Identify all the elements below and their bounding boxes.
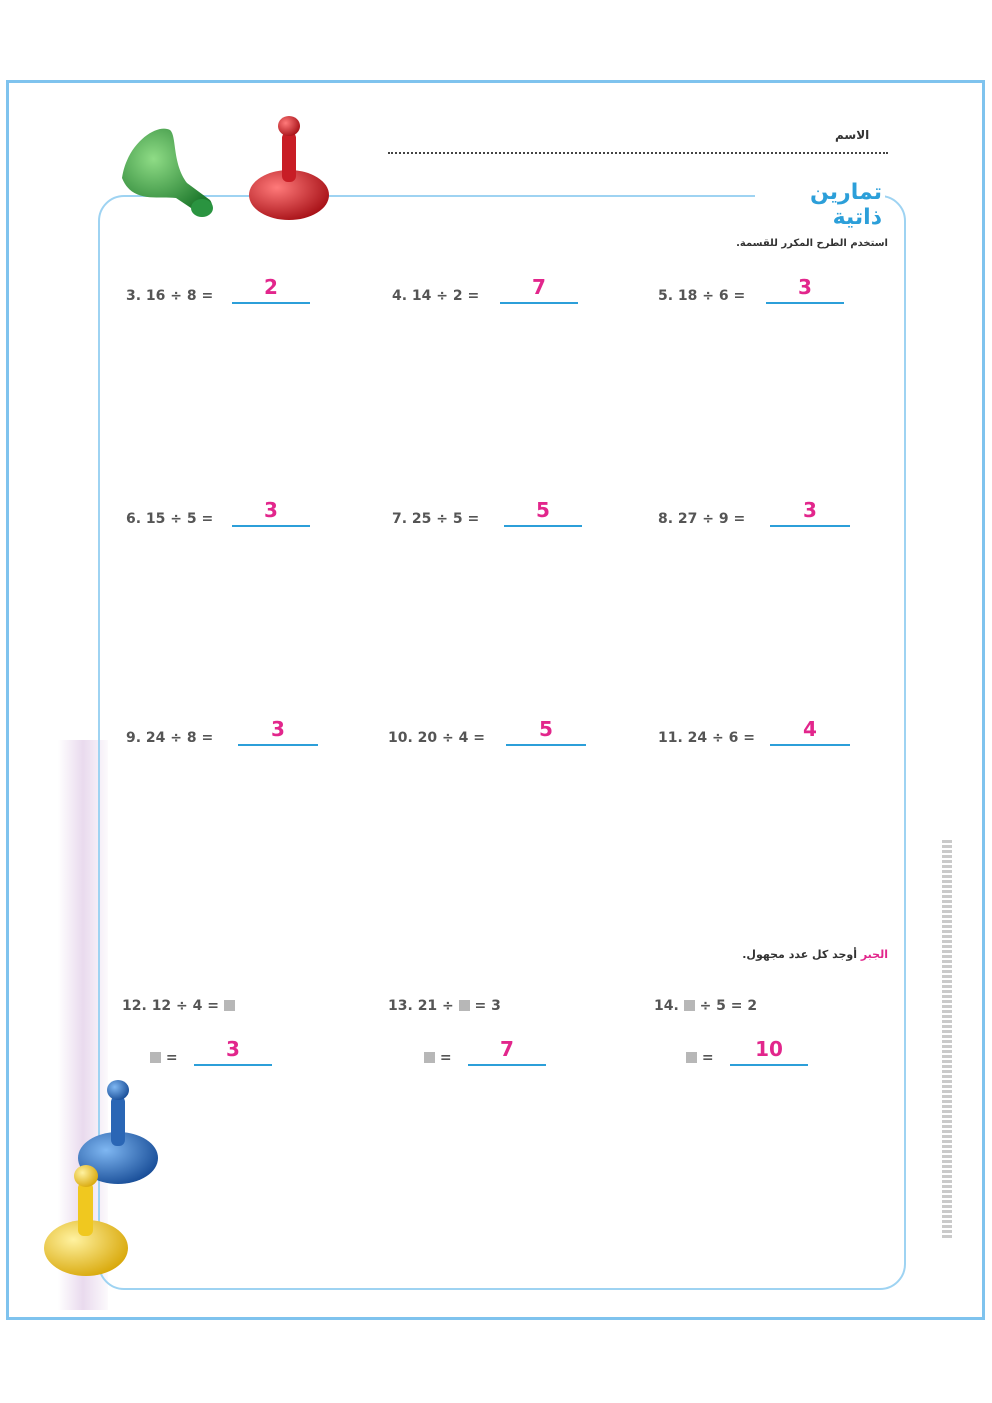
answer-field[interactable]: 3 [766,275,844,304]
answer-field[interactable]: 4 [770,717,850,746]
page-title: تمارين ذاتية [810,180,882,230]
answer-value: 10 [755,1037,783,1061]
problem-5: 5. 18 ÷ 6 = 3 [658,275,848,304]
algebra-instruction-text: أوجد كل عدد مجهول. [742,948,857,961]
problem-expression: 4. 14 ÷ 2 = [392,288,480,304]
yellow-game-piece-icon [44,1165,128,1276]
answer-field[interactable]: 7 [468,1037,546,1066]
problem-7: 7. 25 ÷ 5 = 5 [392,498,586,527]
problem-expression: 7. 25 ÷ 5 = [392,511,480,527]
answer-field[interactable]: 5 [506,717,586,746]
equals-sign: = [439,1050,452,1066]
name-label: الاسم [835,128,870,142]
equals-sign: = [701,1050,714,1066]
problem-14: 14. ÷ 5 = 2 [654,990,814,1014]
problem-4: 4. 14 ÷ 2 = 7 [392,275,582,304]
problem-number: 12. [122,998,147,1014]
answer-value: 7 [532,275,546,299]
problem-expression: 5. 18 ÷ 6 = [658,288,746,304]
unknown-box-icon [150,1052,161,1063]
problem-13: 13. 21 ÷ = 3 [388,990,548,1014]
answer-value: 4 [803,717,817,741]
problem-14-answer-row: = 10 [686,1037,816,1066]
problem-expression: 12 ÷ 4 = [151,998,219,1014]
problem-13-answer-row: = 7 [424,1037,554,1066]
answer-value: 3 [264,498,278,522]
green-game-piece-icon [122,128,213,217]
problem-8: 8. 27 ÷ 9 = 3 [658,498,852,527]
equals-sign: = [165,1050,178,1066]
answer-value: 3 [798,275,812,299]
unknown-box-icon [683,1000,695,1011]
name-field-line[interactable] [388,152,888,154]
instruction-text: استخدم الطرح المكرر للقسمة. [736,238,888,249]
problem-11: 11. 24 ÷ 6 = 4 [658,717,852,746]
red-game-piece-icon [249,116,329,220]
page-frame [6,80,985,1320]
algebra-instruction: الجبر أوجد كل عدد مجهول. [620,948,888,961]
problem-expression: 11. 24 ÷ 6 = [658,730,755,746]
problem-expression-rest: ÷ 5 = 2 [699,998,758,1014]
answer-value: 3 [803,498,817,522]
unknown-box-icon [458,1000,470,1011]
problem-12-answer-row: = 3 [150,1037,280,1066]
answer-field[interactable]: 3 [770,498,850,527]
problem-expression-rest: = 3 [474,998,501,1014]
problem-6: 6. 15 ÷ 5 = 3 [126,498,316,527]
algebra-tag: الجبر [860,948,888,961]
answer-field[interactable]: 2 [232,275,310,304]
answer-field[interactable]: 3 [238,717,318,746]
problem-expression: 9. 24 ÷ 8 = [126,730,214,746]
problem-number: 13. [388,998,413,1014]
problem-expression: 21 ÷ [417,998,454,1014]
problem-expression: 6. 15 ÷ 5 = [126,511,214,527]
problem-expression: 10. 20 ÷ 4 = [388,730,485,746]
answer-value: 7 [500,1037,514,1061]
side-credit-text [942,840,952,1240]
unknown-box-icon [424,1052,435,1063]
answer-field[interactable]: 5 [504,498,582,527]
unknown-box-icon [686,1052,697,1063]
problem-10: 10. 20 ÷ 4 = 5 [388,717,588,746]
answer-field[interactable]: 3 [232,498,310,527]
answer-field[interactable]: 10 [730,1037,808,1066]
answer-value: 5 [539,717,553,741]
problem-expression: 3. 16 ÷ 8 = [126,288,214,304]
unknown-box-icon [223,1000,235,1011]
exercise-frame [98,195,906,1290]
answer-value: 5 [536,498,550,522]
problem-number: 14. [654,998,679,1014]
problem-12: 12. 12 ÷ 4 = [122,990,282,1014]
answer-field[interactable]: 3 [194,1037,272,1066]
answer-value: 3 [226,1037,240,1061]
problem-expression: 8. 27 ÷ 9 = [658,511,746,527]
problem-9: 9. 24 ÷ 8 = 3 [126,717,320,746]
answer-value: 3 [271,717,285,741]
answer-field[interactable]: 7 [500,275,578,304]
blue-game-piece-icon [78,1080,158,1184]
answer-value: 2 [264,275,278,299]
problem-3: 3. 16 ÷ 8 = 2 [126,275,316,304]
